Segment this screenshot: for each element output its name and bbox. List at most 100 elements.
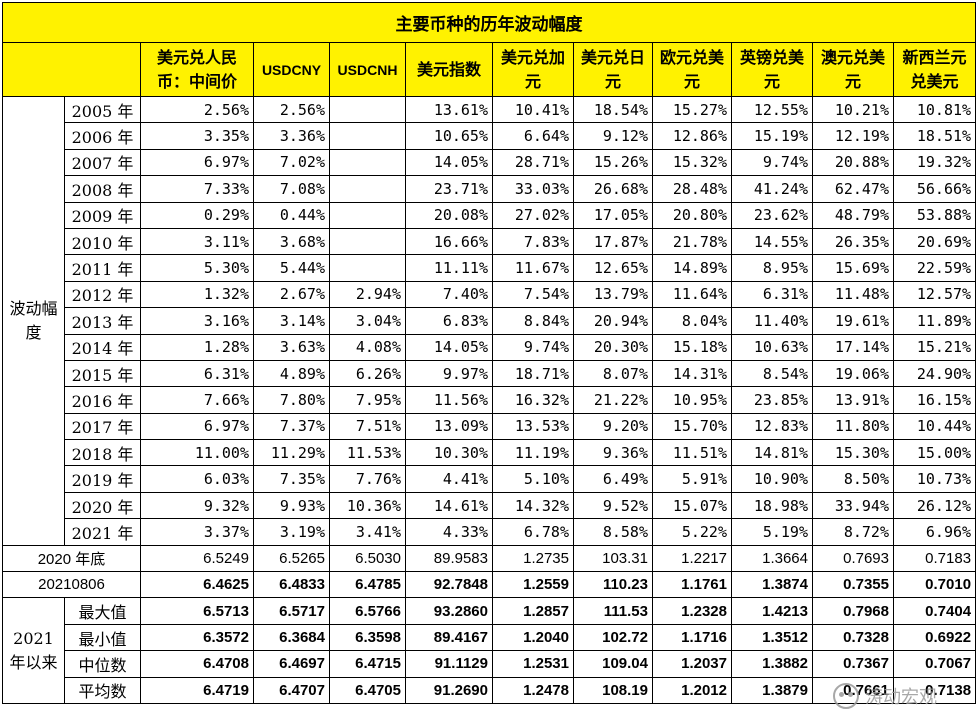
table-cell: 6.5030 (329, 544, 406, 573)
table-cell: 11.64% (652, 280, 732, 309)
table-cell: 18.54% (573, 95, 653, 124)
year-label: 2013 年 (64, 307, 141, 335)
header-usdcad: 美元兑加元 (492, 42, 574, 97)
table-row: 2012 年 1.32% 2.67% 2.94% 7.40% 7.54% 13.79% 11.… (3, 280, 977, 309)
table-row: 2007 年 6.97% 7.02% 14.05% 28.71% 15.26% 15.32%… (3, 148, 977, 177)
table-cell: 21.78% (652, 227, 732, 256)
table-cell: 1.2857 (492, 597, 574, 625)
table-row: 2013 年 3.16% 3.14% 3.04% 6.83% 8.84% 20.94% 8.0… (3, 307, 977, 335)
table-cell: 16.15% (892, 386, 977, 414)
year-label: 2011 年 (64, 254, 141, 282)
table-cell: 28.48% (652, 175, 732, 203)
table-cell: 6.96% (892, 518, 977, 546)
table-cell: 6.3572 (140, 623, 254, 652)
table-cell: 91.2690 (405, 676, 493, 704)
year-label: 2014 年 (64, 333, 141, 361)
table-cell: 7.02% (253, 148, 330, 177)
row-label: 20210806 (2, 571, 141, 599)
table-cell: 2.94% (329, 280, 406, 309)
table-cell: 11.48% (812, 280, 894, 309)
table-cell: 108.19 (573, 676, 653, 704)
table-cell: 48.79% (812, 201, 894, 229)
table-row: 2020 年 9.32% 9.93% 10.36% 14.61% 14.32% 9.52% 1… (3, 491, 977, 520)
table-cell: 17.87% (573, 227, 653, 256)
table-cell: 20.30% (573, 333, 653, 361)
table-cell (329, 254, 406, 282)
table-cell: 14.31% (652, 359, 732, 388)
table-cell: 3.04% (329, 307, 406, 335)
table-cell: 4.33% (405, 518, 493, 546)
table-cell: 17.14% (812, 333, 894, 361)
header-usdcnh: USDCNH (329, 42, 406, 97)
table-cell: 6.64% (492, 122, 574, 150)
table-cell: 89.4167 (405, 623, 493, 652)
table-cell: 92.7848 (405, 571, 493, 599)
watermark: 涛动宏观 (833, 683, 937, 709)
year-label: 2015 年 (64, 359, 141, 388)
table-cell: 6.26% (329, 359, 406, 388)
table-cell: 14.05% (405, 333, 493, 361)
table-cell: 8.50% (812, 465, 894, 493)
table-cell: 5.10% (492, 465, 574, 493)
table-cell: 11.40% (731, 307, 813, 335)
table-row: 中位数 6.4708 6.4697 6.4715 91.1129 1.2531 109.04… (3, 650, 977, 678)
table-cell: 2.67% (253, 280, 330, 309)
table-cell: 14.61% (405, 491, 493, 520)
header-eurusd: 欧元兑美元 (652, 42, 732, 97)
header-usdcny: USDCNY (253, 42, 330, 97)
header-dxy: 美元指数 (405, 42, 493, 97)
table-cell: 3.36% (253, 122, 330, 150)
table-row: 2021 年以来 最大值 6.5713 6.5717 6.5766 93.2860 1.28… (2, 597, 977, 704)
table-cell: 6.4719 (140, 676, 254, 704)
table-cell: 20.94% (573, 307, 653, 335)
stat-label: 平均数 (64, 676, 141, 704)
table-cell: 8.04% (652, 307, 732, 335)
table-cell: 9.74% (731, 148, 813, 177)
table-cell: 5.19% (731, 518, 813, 546)
table-row: 2018 年 11.00% 11.29% 11.53% 10.30% 11.19% 9.36… (3, 439, 977, 467)
table-cell: 10.21% (812, 95, 894, 124)
table-cell: 12.55% (731, 95, 813, 124)
table-cell: 13.53% (492, 412, 574, 441)
table-cell: 16.66% (405, 227, 493, 256)
year-label: 2016 年 (64, 386, 141, 414)
table-cell (329, 201, 406, 229)
table-cell: 6.3598 (329, 623, 406, 652)
table-cell: 3.35% (140, 122, 254, 150)
table-cell: 0.7355 (812, 571, 894, 599)
table-cell: 20.08% (405, 201, 493, 229)
table-cell: 56.66% (892, 175, 977, 203)
table-cell: 23.71% (405, 175, 493, 203)
table-cell: 12.83% (731, 412, 813, 441)
table-cell: 10.63% (731, 333, 813, 361)
table-cell: 14.32% (492, 491, 574, 520)
table-cell: 2.56% (253, 95, 330, 124)
year-label: 2019 年 (64, 465, 141, 493)
table-row: 2019 年 6.03% 7.35% 7.76% 4.41% 5.10% 6.49% 5.91… (3, 465, 977, 493)
table-cell: 1.2217 (652, 544, 732, 573)
table-cell: 18.51% (892, 122, 977, 150)
header-corner (2, 42, 141, 97)
table-cell: 24.90% (892, 359, 977, 388)
year-label: 2018 年 (64, 439, 141, 467)
table-cell: 5.22% (652, 518, 732, 546)
year-label: 2008 年 (64, 175, 141, 203)
table-cell: 6.03% (140, 465, 254, 493)
table-row: 2015 年 6.31% 4.89% 6.26% 9.97% 18.71% 8.07% 14.… (3, 359, 977, 388)
table-cell: 0.7404 (892, 597, 977, 625)
table-cell: 4.89% (253, 359, 330, 388)
stat-label: 最大值 (64, 597, 141, 625)
table-row: 20210806 6.4625 6.4833 6.4785 92.7848 1.2559 1… (2, 571, 977, 599)
table-cell: 16.32% (492, 386, 574, 414)
table-cell: 1.3874 (731, 571, 813, 599)
table-cell: 1.4213 (731, 597, 813, 625)
header-usdjpy: 美元兑日元 (573, 42, 653, 97)
table-cell: 6.3684 (253, 623, 330, 652)
table-cell: 6.4785 (329, 571, 406, 599)
table-cell: 27.02% (492, 201, 574, 229)
table-cell: 10.65% (405, 122, 493, 150)
table-cell: 10.36% (329, 491, 406, 520)
table-cell: 13.61% (405, 95, 493, 124)
table-cell (329, 175, 406, 203)
table-cell: 14.89% (652, 254, 732, 282)
